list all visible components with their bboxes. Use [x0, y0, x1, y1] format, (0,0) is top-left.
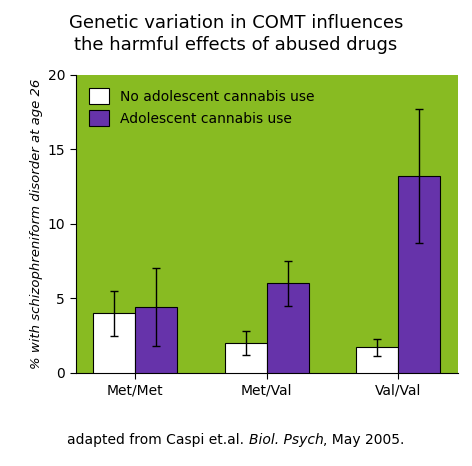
Text: , May 2005.: , May 2005. [323, 433, 405, 447]
Text: Genetic variation in COMT influences
the harmful effects of abused drugs: Genetic variation in COMT influences the… [69, 14, 403, 54]
Y-axis label: % with schizophreniform disorder at age 26: % with schizophreniform disorder at age … [30, 79, 43, 369]
Bar [398, 176, 440, 373]
Text: adapted from Caspi et.al.: adapted from Caspi et.al. [67, 433, 249, 447]
Bar [225, 343, 267, 373]
Bar [267, 283, 309, 373]
Legend: No adolescent cannabis use, Adolescent cannabis use: No adolescent cannabis use, Adolescent c… [83, 82, 321, 133]
Text: Biol. Psych: Biol. Psych [249, 433, 323, 447]
Bar [356, 348, 398, 373]
Bar [135, 307, 177, 373]
Bar [93, 313, 135, 373]
